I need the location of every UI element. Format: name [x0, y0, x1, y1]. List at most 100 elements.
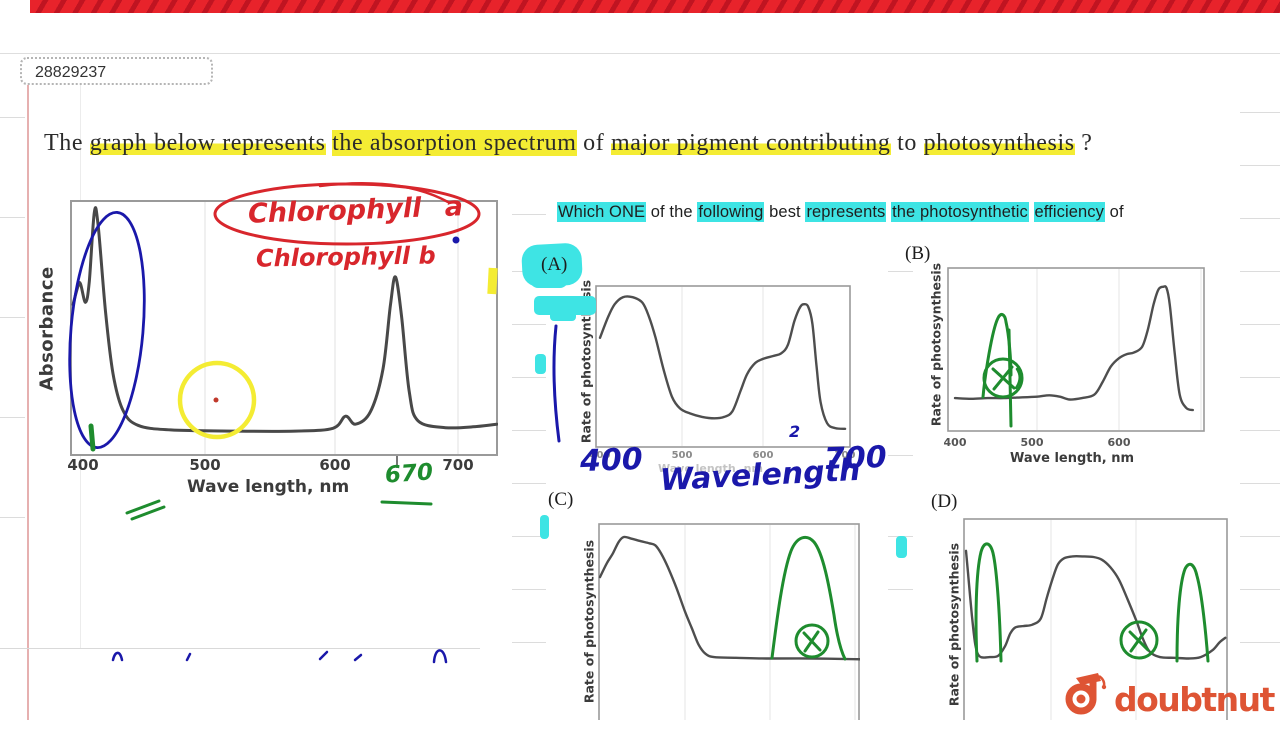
question-part-highlighted: major pigment contributing — [610, 130, 891, 156]
question-id-box: 28829237 — [20, 57, 213, 85]
absorption-spectrum-chart — [70, 200, 498, 456]
ruled-line-stub — [1240, 536, 1280, 537]
ruled-line-stub — [512, 483, 546, 484]
blue-stroke-annotation — [552, 324, 561, 443]
option-a-label: (A) — [541, 254, 568, 275]
question-text: The graph below represents the absorptio… — [44, 130, 1264, 157]
sub-question-part-highlighted: the photosynthetic — [891, 202, 1029, 222]
option-b-label: (B) — [905, 243, 931, 264]
x-tick-600: 600 — [319, 456, 351, 474]
question-part: of — [576, 130, 611, 156]
sub-question-part: of the — [646, 203, 698, 221]
ruled-line-stub — [0, 517, 25, 518]
doubtnut-logo: doubtnut — [1065, 673, 1276, 718]
ruled-line-stub — [888, 271, 913, 272]
ruled-line-stub — [0, 217, 25, 218]
x-tick-700: 700 — [442, 456, 474, 474]
handwritten-400: 400 — [579, 441, 644, 480]
absorbance-axis-label: Absorbance — [36, 266, 58, 391]
wavelength-axis-label: Wave length, nm — [187, 477, 350, 497]
ruled-line-stub — [888, 455, 913, 456]
chlorophyll-b-annotation: Chlorophyll b — [255, 241, 436, 273]
cut-handwriting-bottom — [111, 649, 448, 664]
sub-question-part — [1029, 203, 1034, 221]
option-b-curve — [953, 285, 1194, 412]
x-tick-500: 500 — [189, 456, 221, 474]
ruled-line-stub — [0, 417, 25, 418]
sub-question-part-highlighted: represents — [805, 202, 887, 222]
option-a-xlabel: Wave length, nm — [658, 462, 763, 475]
option-c-ylabel: Rate of photosynthesis — [581, 539, 597, 704]
question-part-highlighted: the absorption spectrum — [332, 130, 577, 156]
ruled-line-stub — [1240, 112, 1280, 113]
option-b-ylabel: Rate of photosynthesis — [928, 262, 944, 427]
ruled-line-long — [0, 648, 480, 649]
option-b-tick-600: 600 — [1107, 436, 1131, 449]
question-part: The — [44, 130, 90, 156]
cyan-marker-blob — [530, 270, 568, 288]
option-c-chart — [598, 523, 860, 720]
option-c-label: (C) — [548, 489, 574, 510]
ruled-line-stub — [1240, 324, 1280, 325]
option-b-tick-400: 400 — [943, 436, 967, 449]
question-id: 28829237 — [35, 64, 107, 81]
option-b-xlabel: Wave length, nm — [1010, 451, 1135, 466]
ruled-line-stub — [1240, 218, 1280, 219]
handwritten-700: 700 — [823, 439, 888, 478]
ruled-line-stub — [1240, 483, 1280, 484]
option-c-curve — [598, 535, 860, 661]
notebook-margin-line — [27, 85, 29, 720]
peak-tick-mark — [396, 456, 398, 468]
option-b-tick-500: 500 — [1020, 436, 1044, 449]
option-a-tick-700: 700 — [834, 450, 856, 461]
option-a-ylabel: Rate of photosynthesis — [578, 279, 594, 444]
doubtnut-logo-text: doubtnut — [1114, 680, 1276, 718]
sub-question-text: Which ONE of the following best represen… — [557, 202, 1217, 222]
cyan-marker-bar — [534, 296, 596, 315]
ruled-line-stub — [1240, 271, 1280, 272]
ruled-line-stub — [0, 317, 25, 318]
top-rule-line — [0, 53, 1280, 54]
ruled-line-stub — [1240, 377, 1280, 378]
ruled-line-stub — [512, 536, 546, 537]
sub-question-part: of — [1105, 203, 1124, 221]
sub-question-part: best — [764, 203, 806, 221]
top-decorative-bar — [30, 0, 1280, 13]
cyan-marker-dash — [896, 536, 907, 558]
ruled-line-stub — [888, 589, 913, 590]
cyan-marker-dash — [540, 515, 549, 539]
sub-question-part-highlighted: Which ONE — [557, 202, 647, 222]
peak-670-annotation: 670 — [384, 459, 434, 489]
ruled-line-stub — [1240, 589, 1280, 590]
ruled-line-stub — [512, 214, 546, 215]
cyan-marker-dash — [535, 354, 546, 374]
ruled-line-stub — [512, 324, 546, 325]
option-d-label: (D) — [931, 491, 958, 512]
handwritten-check: 2 — [789, 422, 801, 441]
ruled-line-stub — [1240, 430, 1280, 431]
ruled-line-stub — [512, 642, 546, 643]
option-a-chart — [595, 285, 851, 448]
graduation-cap-icon — [1076, 673, 1101, 685]
option-a-curve — [598, 295, 847, 430]
option-a-tick-600: 600 — [752, 450, 774, 461]
question-part-highlighted: graph below represents — [89, 130, 326, 156]
ruled-line-stub — [1240, 165, 1280, 166]
question-part: ? — [1074, 130, 1093, 156]
ruled-line-stub — [512, 430, 546, 431]
question-part: to — [890, 130, 924, 156]
cyan-marker-bar — [550, 311, 576, 321]
option-b-chart — [947, 267, 1205, 432]
ruled-line-stub — [512, 589, 546, 590]
sub-question-part-highlighted: following — [697, 202, 765, 222]
x-tick-400: 400 — [67, 456, 99, 474]
ruled-line-stub — [512, 377, 546, 378]
option-d-ylabel: Rate of photosynthesis — [946, 542, 962, 707]
ruled-line-stub — [0, 117, 25, 118]
page: { "page": { "question_id": "28829237" },… — [0, 0, 1280, 720]
doubtnut-logo-icon — [1065, 673, 1107, 715]
question-part-highlighted: photosynthesis — [923, 130, 1075, 156]
ruled-line-stub — [1240, 642, 1280, 643]
sub-question-part-highlighted: efficiency — [1033, 202, 1105, 222]
option-a-tick-500: 500 — [671, 450, 693, 461]
